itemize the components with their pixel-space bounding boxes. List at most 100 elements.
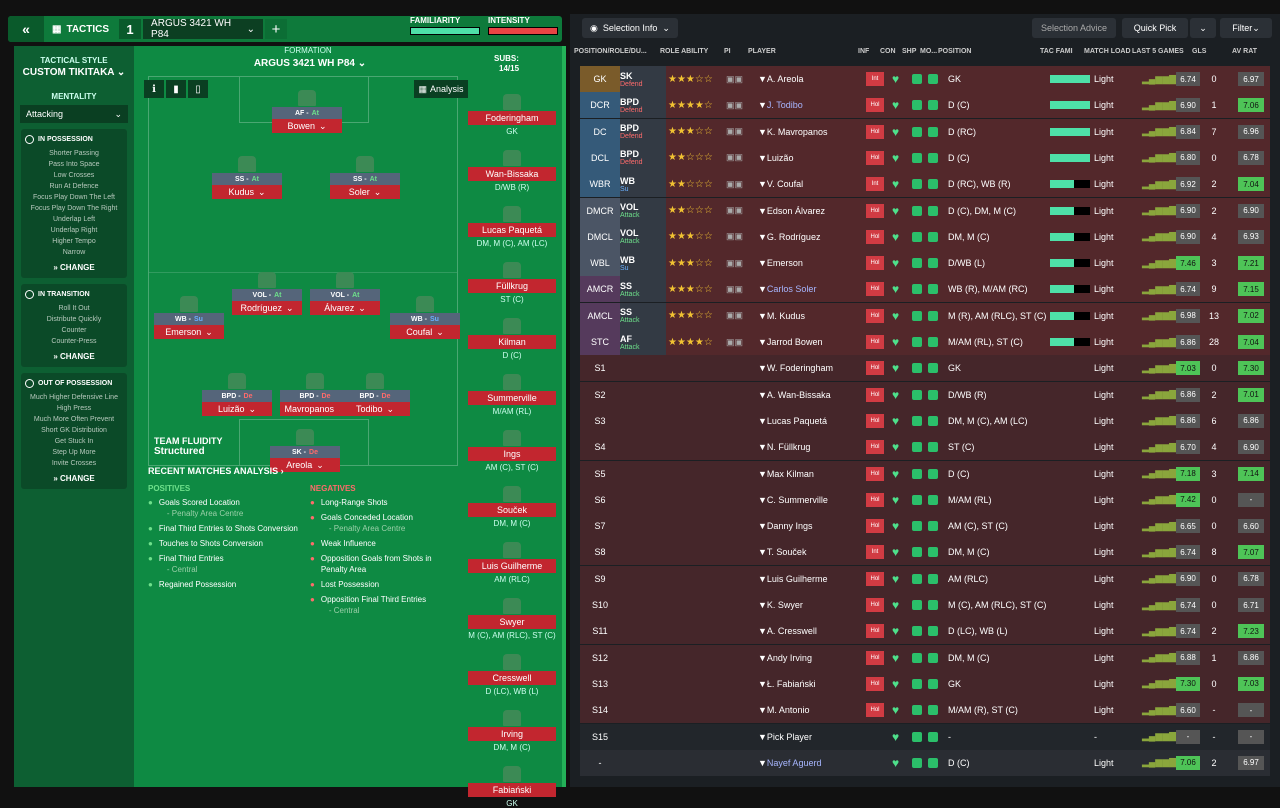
add-tactic-button[interactable]: + <box>265 19 288 39</box>
role-cell[interactable]: AF Attack <box>620 329 666 355</box>
column-header[interactable]: TAC FAMI <box>1040 48 1073 55</box>
pi-icon[interactable]: ▣▣ <box>726 336 744 347</box>
pi-icon[interactable]: ▣▣ <box>726 231 744 242</box>
player-card[interactable]: SK - De Areola ⌄ <box>270 429 340 472</box>
sub-card[interactable]: Foderingham GK <box>468 94 556 136</box>
table-row[interactable]: S5 ▼ Max Kilman Hol ♥ D (C) Light ▂▄▆▆▇ 7.18 3 7.… <box>580 460 1270 487</box>
column-header[interactable]: AV RAT <box>1232 48 1258 55</box>
sub-card[interactable]: Luis Guilherme AM (RLC) <box>468 542 556 584</box>
player-cell[interactable]: ▼ M. Antonio <box>758 697 809 723</box>
table-row[interactable]: WBL WB Su ★★★☆☆ ▣▣ ▼ Emerson Hol ♥ D/WB (L) Light… <box>580 250 1270 277</box>
pi-icon[interactable]: ▣▣ <box>726 99 744 110</box>
pi-icon[interactable]: ▣▣ <box>726 73 744 84</box>
player-cell[interactable]: ▼ G. Rodríguez <box>758 224 820 250</box>
player-cell[interactable]: ▼ Luis Guilherme <box>758 566 827 592</box>
player-cell[interactable]: ▼ Carlos Soler <box>758 276 816 302</box>
player-cell[interactable]: ▼ A. Wan-Bissaka <box>758 382 831 408</box>
player-cell[interactable]: ▼ M. Kudus <box>758 303 805 329</box>
player-cell[interactable]: ▼ Max Kilman <box>758 461 814 487</box>
player-cell[interactable]: ▼ K. Mavropanos <box>758 119 827 145</box>
table-row[interactable]: DCR BPD Defend ★★★★☆ ▣▣ ▼ J. Todibo Hol ♥ D (C) L… <box>580 92 1270 119</box>
column-header[interactable]: MO... <box>920 48 938 55</box>
selection-advice-button[interactable]: Selection Advice <box>1032 18 1116 38</box>
tactic-slot[interactable]: 1 <box>119 19 142 39</box>
role-cell[interactable] <box>620 513 666 539</box>
pi-icon[interactable]: ▣▣ <box>726 152 744 163</box>
player-cell[interactable]: ▼ Emerson <box>758 250 803 276</box>
table-row[interactable]: S2 ▼ A. Wan-Bissaka Hol ♥ D/WB (R) Light ▂▄▆▆▇… <box>580 381 1270 408</box>
table-row[interactable]: S3 ▼ Lucas Paquetá Hol ♥ DM, M (C), AM (LC) L… <box>580 407 1270 434</box>
sub-card[interactable]: Cresswell D (LC), WB (L) <box>468 654 556 696</box>
column-header[interactable]: SHP <box>902 48 917 55</box>
sub-card[interactable]: Füllkrug ST (C) <box>468 262 556 304</box>
column-header[interactable]: GLS <box>1192 48 1207 55</box>
selection-info-button[interactable]: ◉ Selection Info ⌄ <box>582 18 678 38</box>
table-row[interactable]: S8 ▼ T. Souček Int ♥ DM, M (C) Light ▂▄▆▆▇ 6.74… <box>580 539 1270 566</box>
table-row[interactable]: S9 ▼ Luis Guilherme Hol ♥ AM (RLC) Light ▂▄▆▆▇… <box>580 565 1270 592</box>
player-card[interactable]: SS - At Kudus ⌄ <box>212 156 282 199</box>
table-row[interactable]: DC BPD Defend ★★★☆☆ ▣▣ ▼ K. Mavropanos Hol ♥ D (… <box>580 118 1270 145</box>
role-cell[interactable]: SK Defend <box>620 66 666 92</box>
column-header[interactable]: INF <box>858 48 870 55</box>
player-cell[interactable]: ▼ Ł. Fabiański <box>758 671 815 697</box>
role-cell[interactable] <box>620 645 666 671</box>
role-cell[interactable] <box>620 487 666 513</box>
player-cell[interactable]: ▼ Danny Ings <box>758 513 812 539</box>
column-header[interactable]: PI <box>724 48 731 55</box>
pi-icon[interactable]: ▣▣ <box>726 283 744 294</box>
player-cell[interactable]: ▼ C. Summerville <box>758 487 828 513</box>
table-row[interactable]: DMCR VOL Attack ★★☆☆☆ ▣▣ ▼ Edson Álvarez Hol ♥ D… <box>580 197 1270 224</box>
player-cell[interactable]: ▼ K. Swyer <box>758 592 803 618</box>
role-cell[interactable]: SS Attack <box>620 276 666 303</box>
sub-card[interactable]: Souček DM, M (C) <box>468 486 556 528</box>
table-row[interactable]: S13 ▼ Ł. Fabiański Hol ♥ GK Light ▂▄▆▆▇ 7.30 0 7.… <box>580 670 1270 697</box>
role-cell[interactable]: BPD Defend <box>620 144 666 171</box>
role-cell[interactable] <box>620 566 666 592</box>
role-cell[interactable] <box>620 355 666 381</box>
pi-icon[interactable]: ▣▣ <box>726 257 744 268</box>
player-card[interactable]: VOL - At Álvarez ⌄ <box>310 272 380 315</box>
role-cell[interactable] <box>620 461 666 487</box>
sub-card[interactable]: Swyer M (C), AM (RLC), ST (C) <box>468 598 556 640</box>
table-row[interactable]: DMCL VOL Attack ★★★☆☆ ▣▣ ▼ G. Rodríguez Hol ♥ DM… <box>580 223 1270 250</box>
table-row[interactable]: DCL BPD Defend ★★☆☆☆ ▣▣ ▼ Luizão Hol ♥ D (C) Ligh… <box>580 144 1270 171</box>
filter-button[interactable]: Filter ⌄ <box>1220 18 1272 38</box>
sub-card[interactable]: Kilman D (C) <box>468 318 556 360</box>
player-cell[interactable]: ▼ A. Areola <box>758 66 803 92</box>
analysis-button[interactable]: ▦ Analysis <box>414 80 468 98</box>
sub-card[interactable]: Fabiański GK <box>468 766 556 808</box>
sub-card[interactable]: Lucas Paquetá DM, M (C), AM (LC) <box>468 206 556 248</box>
player-card[interactable]: WB - Su Coufal ⌄ <box>390 296 460 339</box>
tactical-style[interactable]: CUSTOM TIKITAKA ⌄ <box>22 67 126 78</box>
role-cell[interactable]: VOL Attack <box>620 197 666 224</box>
sub-card[interactable]: Summerville M/AM (RL) <box>468 374 556 416</box>
player-cell[interactable]: ▼ T. Souček <box>758 539 806 565</box>
role-cell[interactable]: BPD Defend <box>620 92 666 119</box>
role-cell[interactable]: WB Su <box>620 171 666 198</box>
role-cell[interactable] <box>620 671 666 697</box>
column-header[interactable]: PLAYER <box>748 48 776 55</box>
player-cell[interactable]: ▼ J. Todibo <box>758 92 803 118</box>
role-cell[interactable] <box>620 539 666 565</box>
player-cell[interactable]: ▼ Luizão <box>758 145 793 171</box>
column-header[interactable]: LAST 5 GAMES <box>1132 48 1184 55</box>
back-button[interactable]: « <box>8 16 44 42</box>
player-cell[interactable]: ▼ Lucas Paquetá <box>758 408 827 434</box>
player-card[interactable]: AF - At Bowen ⌄ <box>272 90 342 133</box>
player-cell[interactable]: ▼ N. Füllkrug <box>758 434 810 460</box>
phone-icon[interactable]: ▯ <box>188 80 208 98</box>
player-cell[interactable]: ▼ Jarrod Bowen <box>758 329 822 355</box>
change-button[interactable]: » CHANGE <box>53 263 95 272</box>
change-button[interactable]: » CHANGE <box>53 474 95 483</box>
column-header[interactable]: MATCH LOAD <box>1084 48 1131 55</box>
role-cell[interactable] <box>620 697 666 723</box>
role-cell[interactable]: WB Su <box>620 250 666 277</box>
player-cell[interactable]: ▼ Edson Álvarez <box>758 198 825 224</box>
table-row[interactable]: S1 ▼ W. Foderingham Hol ♥ GK Light ▂▄▆▆▇ 7.03 0 7… <box>580 355 1270 382</box>
pi-icon[interactable]: ▣▣ <box>726 126 744 137</box>
table-row[interactable]: AMCR SS Attack ★★★☆☆ ▣▣ ▼ Carlos Soler Hol ♥ WB … <box>580 276 1270 303</box>
sub-card[interactable]: Irving DM, M (C) <box>468 710 556 752</box>
column-header[interactable]: CON <box>880 48 896 55</box>
table-row[interactable]: S7 ▼ Danny Ings Hol ♥ AM (C), ST (C) Light ▂▄▆… <box>580 513 1270 540</box>
table-row[interactable]: S15 ▼ Pick Player ♥ - - ▂▄▆▆▇ - - - <box>580 723 1270 750</box>
